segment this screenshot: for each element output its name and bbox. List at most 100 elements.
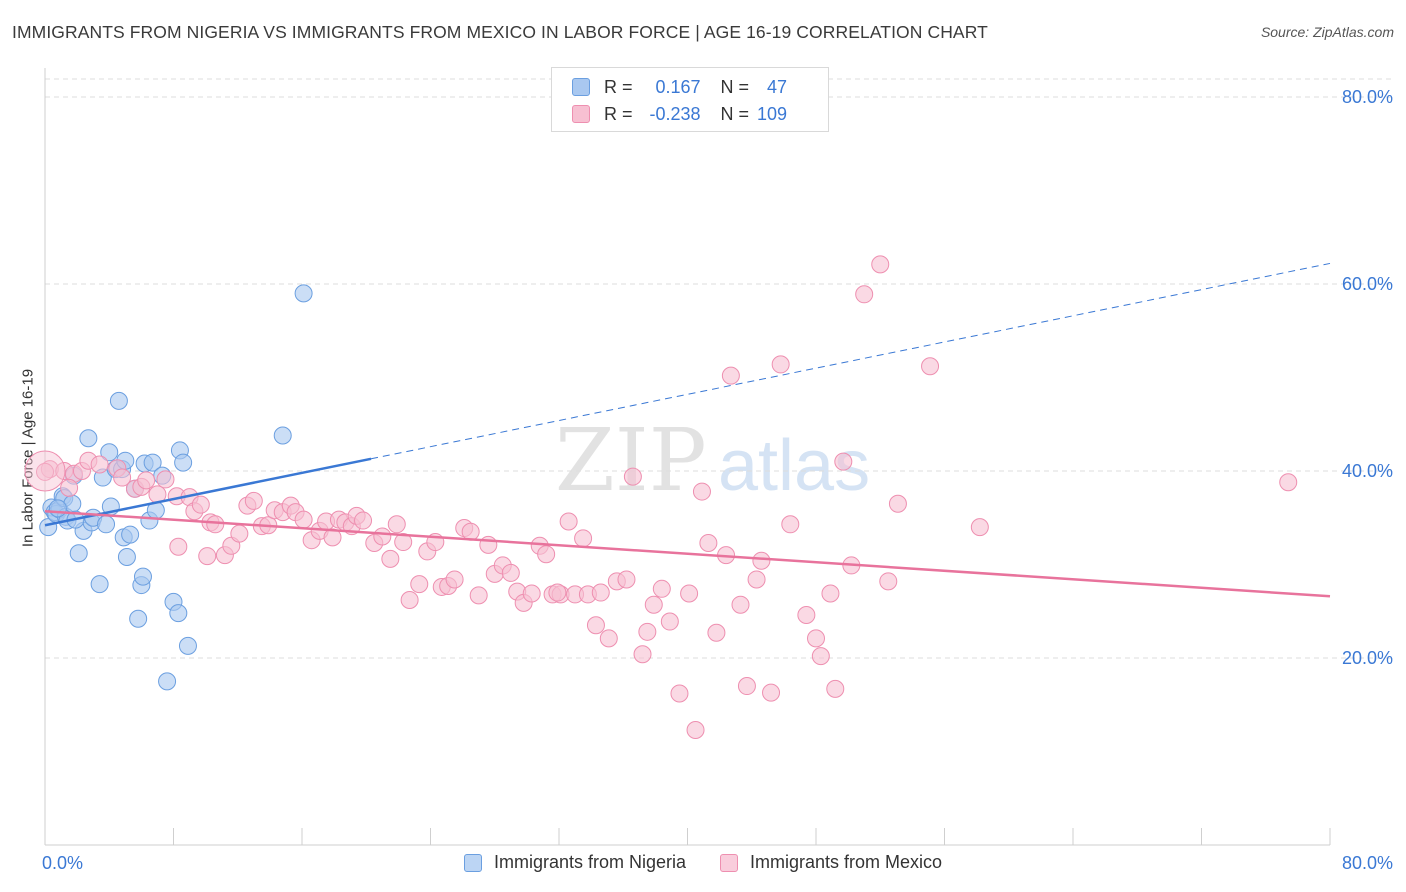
point-mexico [559, 512, 578, 531]
point-mexico [871, 255, 890, 274]
point-mexico [230, 524, 249, 543]
y-tick-label: 20.0% [1342, 648, 1393, 668]
point-mexico [501, 563, 520, 582]
y-tick-label: 40.0% [1342, 461, 1393, 481]
legend-row-nigeria: R = 0.167 N = 47 [572, 75, 787, 99]
point-mexico [387, 515, 406, 534]
point-mexico [90, 455, 109, 474]
point-mexico [737, 677, 756, 696]
point-mexico [797, 605, 816, 624]
y-tick-label: 80.0% [1342, 87, 1393, 107]
point-mexico [834, 452, 853, 471]
point-mexico [294, 510, 313, 529]
point-nigeria [133, 567, 152, 586]
x-tick-label: 80.0% [1342, 853, 1393, 873]
point-mexico [445, 570, 464, 589]
trend-lines [44, 262, 1331, 598]
correlation-legend: R = 0.167 N = 47 R = -0.238 N = 109 [551, 67, 829, 132]
legend-r-label: R = [604, 103, 633, 124]
series-legend: Immigrants from Nigeria Immigrants from … [0, 852, 1406, 873]
point-nigeria [273, 426, 292, 445]
tick-labels: 20.0% 40.0% 60.0% 80.0% 0.0% 80.0% [42, 87, 1393, 873]
point-mexico [686, 720, 705, 739]
point-mexico [680, 584, 699, 603]
point-mexico [169, 537, 188, 556]
point-nigeria [129, 609, 148, 628]
point-mexico [970, 518, 989, 537]
point-mexico [879, 572, 898, 591]
point-nigeria [48, 499, 67, 518]
x-tick-label: 0.0% [42, 853, 83, 873]
point-mexico [548, 583, 567, 602]
source-label: Source: ZipAtlas.com [1260, 24, 1394, 40]
point-mexico [381, 549, 400, 568]
legend-swatch-nigeria [572, 78, 590, 96]
point-mexico [36, 462, 54, 481]
point-mexico [400, 591, 419, 610]
point-nigeria [178, 636, 197, 655]
point-mexico [752, 551, 771, 570]
point-mexico [394, 533, 413, 552]
legend-n-label: N = [720, 76, 750, 97]
point-mexico [670, 684, 689, 703]
point-mexico [771, 355, 790, 374]
point-mexico [354, 511, 373, 530]
point-mexico [574, 529, 593, 548]
point-mexico [522, 584, 541, 603]
watermark-zip: ZIP [555, 411, 707, 511]
legend-r-label: R = [604, 76, 633, 97]
point-nigeria [79, 429, 98, 448]
point-mexico [373, 527, 392, 546]
point-nigeria [109, 391, 128, 410]
point-mexico [811, 647, 830, 666]
legend-row-mexico: R = -0.238 N = 109 [572, 102, 787, 126]
legend-swatch-mexico [572, 105, 590, 123]
point-mexico [652, 579, 671, 598]
point-mexico [461, 522, 480, 541]
point-mexico [591, 583, 610, 602]
point-nigeria [143, 453, 162, 472]
point-mexico [888, 494, 907, 513]
point-nigeria [169, 604, 188, 623]
point-nigeria [97, 515, 116, 534]
point-mexico [707, 623, 726, 642]
point-mexico [921, 357, 940, 376]
point-mexico [586, 616, 605, 635]
point-nigeria [90, 575, 109, 594]
point-mexico [692, 482, 711, 501]
point-mexico [747, 570, 766, 589]
point-mexico [660, 612, 679, 631]
legend-n-value-mexico: 109 [756, 103, 788, 124]
legend-swatch-nigeria [463, 853, 482, 872]
series-nigeria-points [39, 284, 313, 691]
point-nigeria [69, 544, 88, 563]
point-mexico-cluster [24, 450, 66, 492]
legend-r-value-mexico: -0.238 [649, 103, 701, 124]
point-nigeria [100, 443, 119, 462]
legend-label-mexico: Immigrants from Mexico [750, 852, 943, 872]
point-mexico [323, 528, 342, 547]
point-mexico [617, 570, 636, 589]
point-mexico [821, 584, 840, 603]
legend-item-nigeria[interactable]: Immigrants from Nigeria [463, 852, 686, 873]
y-tick-label: 60.0% [1342, 274, 1393, 294]
gridlines [45, 78, 1393, 659]
point-mexico [198, 547, 217, 566]
point-mexico [807, 629, 825, 648]
point-nigeria [117, 548, 136, 567]
point-mexico [469, 586, 488, 605]
legend-item-mexico[interactable]: Immigrants from Mexico [720, 852, 942, 873]
point-mexico [699, 533, 718, 552]
point-nigeria [294, 284, 313, 303]
point-nigeria [158, 672, 177, 691]
point-mexico [244, 491, 263, 510]
legend-label-nigeria: Immigrants from Nigeria [493, 852, 686, 872]
point-mexico [731, 595, 750, 614]
watermark: ZIP atlas [555, 411, 870, 511]
point-mexico [781, 515, 800, 534]
axes [44, 68, 1331, 846]
point-mexico [762, 683, 781, 702]
point-nigeria [121, 525, 140, 544]
point-mexico [721, 366, 740, 385]
